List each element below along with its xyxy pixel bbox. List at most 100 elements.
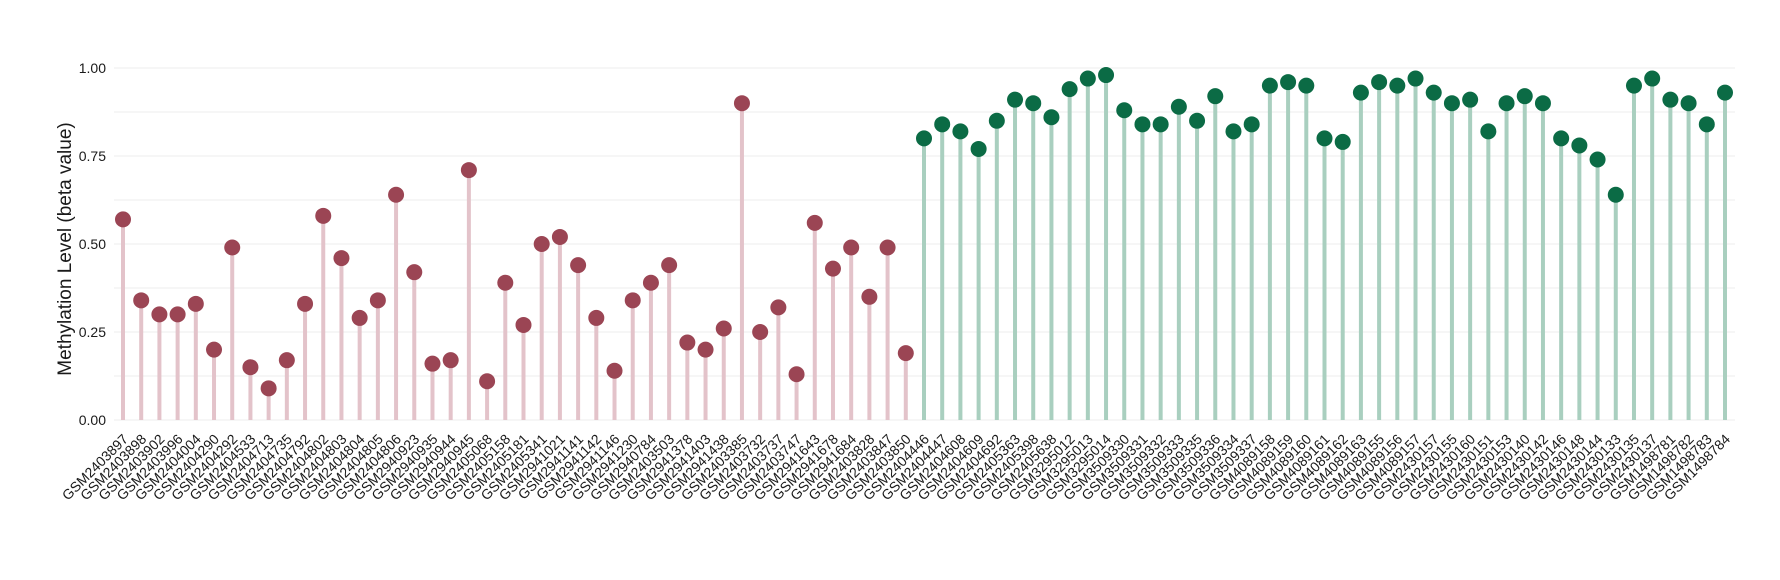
lollipop-dot xyxy=(1498,95,1515,112)
lollipop-dot xyxy=(916,130,932,147)
lollipop-dot xyxy=(1534,95,1551,112)
lollipop-dot xyxy=(1116,102,1133,119)
lollipop-dot xyxy=(642,274,659,291)
lollipop-dot xyxy=(1170,98,1187,115)
lollipop-dot xyxy=(1553,130,1570,147)
lollipop-dot xyxy=(1589,151,1606,168)
y-tick-label: 0.50 xyxy=(79,236,106,252)
lollipop-stems xyxy=(121,75,1727,420)
lollipop-dot xyxy=(679,334,696,351)
lollipop-dot xyxy=(224,239,241,256)
y-tick-label: 1.00 xyxy=(79,60,106,76)
lollipop-dot xyxy=(1207,88,1224,105)
lollipop-dot xyxy=(824,260,841,277)
lollipop-dot xyxy=(351,309,368,326)
y-tick-label: 0.00 xyxy=(79,412,106,428)
lollipop-dot xyxy=(1352,84,1369,101)
lollipop-dot xyxy=(788,366,805,383)
lollipop-dot xyxy=(1043,109,1060,126)
lollipop-dot xyxy=(533,236,550,252)
lollipop-dot xyxy=(1280,74,1297,91)
lollipop-dot xyxy=(1079,70,1096,87)
lollipop-dot xyxy=(479,373,496,390)
lollipop-dot xyxy=(1680,95,1697,112)
lollipop-dot xyxy=(1389,77,1406,94)
lollipop-dot xyxy=(879,239,896,256)
lollipop-dot xyxy=(151,306,168,323)
lollipop-dot xyxy=(661,257,678,274)
lollipop-dot xyxy=(1261,77,1278,94)
lollipop-dot xyxy=(1644,70,1661,87)
lollipop-dot xyxy=(1025,95,1042,112)
lollipop-dot xyxy=(1516,88,1533,105)
lollipop-dot xyxy=(697,341,714,358)
lollipop-dot xyxy=(897,345,914,362)
lollipop-dot xyxy=(1061,81,1078,98)
lollipop-dot xyxy=(1717,84,1733,101)
lollipop-dot xyxy=(1098,67,1115,84)
lollipop-dot xyxy=(551,228,568,245)
lollipop-dot xyxy=(1225,123,1242,140)
lollipop-dot xyxy=(1189,112,1206,129)
y-axis-ticks: 0.00 0.25 0.50 0.75 1.00 xyxy=(79,60,106,428)
lollipop-dot xyxy=(843,239,860,256)
lollipop-dot xyxy=(1243,116,1260,133)
lollipop-dot xyxy=(1462,91,1479,108)
lollipop-dot xyxy=(260,380,277,397)
x-axis-labels: GSM2403897GSM2403898GSM2403902GSM2403996… xyxy=(59,431,1734,504)
y-axis-title: Methylation Level (beta value) xyxy=(55,122,76,375)
lollipop-dot xyxy=(588,309,605,326)
lollipop-dot xyxy=(369,292,386,309)
lollipop-dot xyxy=(1607,186,1624,203)
lollipop-dot xyxy=(1334,133,1351,150)
lollipop-dot xyxy=(460,162,477,179)
y-tick-label: 0.75 xyxy=(79,148,106,164)
lollipop-dot xyxy=(1407,70,1424,87)
lollipop-dot xyxy=(861,288,878,305)
lollipop-dot xyxy=(952,123,969,140)
lollipop-dot xyxy=(406,264,423,281)
lollipop-dot xyxy=(770,299,787,316)
lollipop-dot xyxy=(1371,74,1388,91)
lollipop-dots xyxy=(115,67,1733,397)
lollipop-dot xyxy=(1134,116,1151,133)
lollipop-dot xyxy=(388,186,405,203)
lollipop-dot xyxy=(315,207,332,224)
lollipop-dot xyxy=(988,112,1005,129)
lollipop-dot xyxy=(187,295,204,312)
lollipop-dot xyxy=(570,257,587,274)
lollipop-dot xyxy=(733,95,750,112)
lollipop-dot xyxy=(278,352,295,369)
lollipop-dot xyxy=(424,355,441,372)
lollipop-dot xyxy=(1698,116,1715,133)
lollipop-dot xyxy=(606,362,623,379)
y-tick-label: 0.25 xyxy=(79,324,106,340)
lollipop-dot xyxy=(133,292,150,309)
lollipop-dot xyxy=(806,214,823,231)
lollipop-dot xyxy=(169,306,186,323)
lollipop-dot xyxy=(1480,123,1497,140)
lollipop-dot xyxy=(1662,91,1679,108)
lollipop-dot xyxy=(624,292,641,309)
lollipop-dot xyxy=(715,320,732,337)
lollipop-dot xyxy=(206,341,223,358)
lollipop-dot xyxy=(297,295,314,312)
lollipop-dot xyxy=(934,116,951,133)
lollipop-dot xyxy=(1316,130,1333,147)
lollipop-dot xyxy=(442,352,459,369)
lollipop-dot xyxy=(1443,95,1460,112)
lollipop-dot xyxy=(970,140,987,157)
lollipop-dot xyxy=(1007,91,1024,108)
lollipop-dot xyxy=(115,211,131,228)
lollipop-dot xyxy=(1625,77,1642,94)
lollipop-dot xyxy=(1152,116,1169,133)
lollipop-dot xyxy=(497,274,514,291)
lollipop-dot xyxy=(752,324,769,340)
lollipop-dot xyxy=(1298,77,1315,94)
lollipop-dot xyxy=(1425,84,1442,101)
lollipop-dot xyxy=(242,359,259,376)
lollipop-dot xyxy=(515,316,532,333)
lollipop-dot xyxy=(333,250,350,267)
lollipop-dot xyxy=(1571,137,1588,154)
